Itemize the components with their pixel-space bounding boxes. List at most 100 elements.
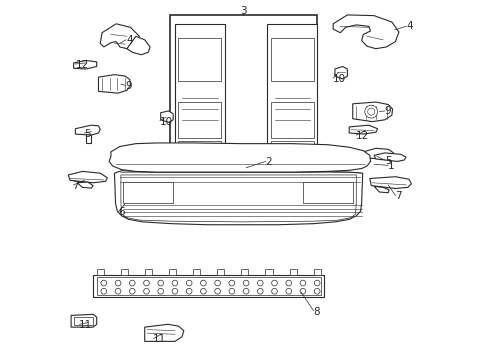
Polygon shape: [193, 269, 200, 275]
Polygon shape: [241, 269, 248, 275]
Circle shape: [143, 280, 149, 286]
Text: 5: 5: [384, 156, 391, 166]
Circle shape: [285, 280, 291, 286]
Polygon shape: [68, 171, 107, 183]
Bar: [123, 182, 173, 203]
Polygon shape: [334, 66, 347, 79]
Polygon shape: [369, 177, 410, 188]
Text: 11: 11: [79, 320, 92, 330]
Polygon shape: [352, 102, 392, 122]
Circle shape: [271, 288, 277, 294]
Text: 7: 7: [394, 191, 401, 201]
Circle shape: [200, 288, 206, 294]
Circle shape: [228, 288, 234, 294]
Polygon shape: [289, 269, 296, 275]
Circle shape: [314, 288, 319, 294]
Polygon shape: [265, 269, 272, 275]
Polygon shape: [160, 111, 173, 122]
Polygon shape: [109, 143, 370, 172]
Polygon shape: [98, 75, 130, 93]
Circle shape: [172, 280, 178, 286]
Text: 12: 12: [75, 60, 89, 70]
Text: 4: 4: [405, 21, 412, 31]
Text: 10: 10: [333, 74, 346, 84]
Circle shape: [157, 280, 163, 286]
Bar: [178, 38, 221, 81]
Polygon shape: [201, 168, 207, 171]
Text: 6: 6: [119, 207, 125, 217]
Circle shape: [101, 288, 106, 294]
Polygon shape: [333, 15, 398, 49]
Polygon shape: [168, 269, 176, 275]
Polygon shape: [217, 269, 224, 275]
Circle shape: [157, 288, 163, 294]
Polygon shape: [100, 24, 139, 49]
Polygon shape: [363, 148, 393, 159]
Polygon shape: [145, 269, 151, 275]
Polygon shape: [144, 324, 183, 341]
Polygon shape: [242, 168, 247, 171]
Circle shape: [271, 280, 277, 286]
Circle shape: [242, 288, 248, 294]
Polygon shape: [121, 269, 128, 275]
Circle shape: [285, 288, 291, 294]
Circle shape: [228, 280, 234, 286]
Text: 10: 10: [160, 117, 173, 127]
Bar: [74, 317, 93, 325]
Bar: [178, 102, 221, 137]
Circle shape: [129, 280, 135, 286]
Circle shape: [214, 288, 220, 294]
Polygon shape: [86, 134, 91, 143]
Bar: [271, 141, 313, 159]
Polygon shape: [127, 36, 150, 55]
Circle shape: [257, 288, 263, 294]
Circle shape: [186, 288, 192, 294]
Text: 9: 9: [125, 81, 132, 91]
Bar: [178, 141, 221, 159]
Text: 9: 9: [384, 106, 391, 116]
Circle shape: [214, 280, 220, 286]
Polygon shape: [175, 24, 224, 166]
Text: 2: 2: [265, 157, 272, 167]
Polygon shape: [114, 171, 362, 225]
Circle shape: [200, 280, 206, 286]
Polygon shape: [313, 269, 320, 275]
Text: 8: 8: [313, 307, 319, 317]
Text: 3: 3: [240, 6, 246, 16]
Text: 11: 11: [152, 334, 166, 344]
Bar: [271, 38, 313, 81]
Text: 1: 1: [388, 161, 394, 171]
Polygon shape: [373, 186, 388, 193]
Circle shape: [300, 280, 305, 286]
Polygon shape: [77, 182, 93, 188]
Text: 4: 4: [127, 35, 133, 45]
Circle shape: [186, 280, 192, 286]
Text: 12: 12: [356, 131, 369, 141]
Polygon shape: [96, 269, 104, 275]
Text: 7: 7: [72, 181, 78, 191]
Circle shape: [242, 280, 248, 286]
Polygon shape: [93, 275, 324, 297]
Text: 5: 5: [84, 129, 91, 139]
Circle shape: [172, 288, 178, 294]
Circle shape: [115, 288, 121, 294]
Circle shape: [101, 280, 106, 286]
Circle shape: [364, 105, 377, 118]
Circle shape: [314, 280, 319, 286]
Polygon shape: [75, 125, 100, 135]
Polygon shape: [373, 153, 405, 161]
Circle shape: [257, 280, 263, 286]
Circle shape: [300, 288, 305, 294]
Polygon shape: [267, 24, 317, 166]
Bar: [302, 182, 352, 203]
Bar: [169, 15, 317, 173]
Polygon shape: [71, 315, 96, 327]
Circle shape: [367, 108, 374, 115]
Circle shape: [115, 280, 121, 286]
Bar: [271, 102, 313, 137]
Polygon shape: [348, 125, 377, 134]
Circle shape: [129, 288, 135, 294]
Bar: [96, 277, 320, 295]
Circle shape: [143, 288, 149, 294]
Polygon shape: [74, 60, 96, 69]
